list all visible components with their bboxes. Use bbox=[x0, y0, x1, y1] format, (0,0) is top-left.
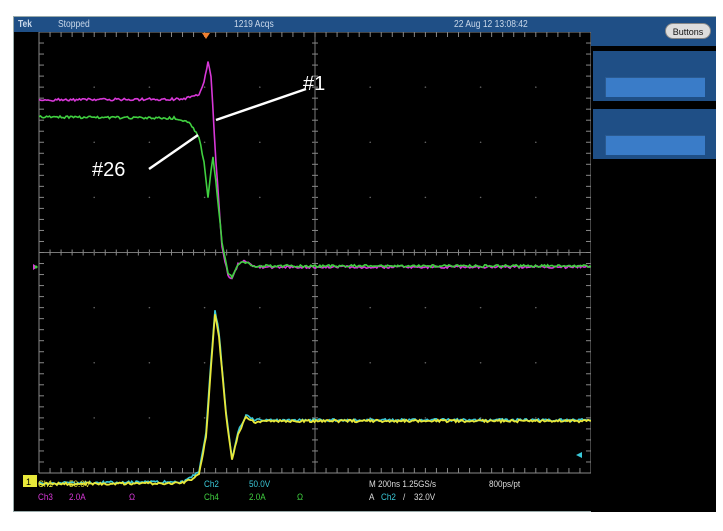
side-menu-slot-2[interactable] bbox=[593, 109, 716, 159]
graticule-dot bbox=[204, 417, 206, 419]
graticule-dot bbox=[259, 86, 261, 88]
oscilloscope-screen: Tek Stopped 1219 Acqs 22 Aug 12 13:08:42… bbox=[13, 16, 716, 512]
ch4-ground-marker[interactable] bbox=[35, 266, 38, 269]
annotation-label-2: #26 bbox=[92, 159, 125, 181]
date-time: 22 Aug 12 13:08:42 bbox=[454, 17, 528, 32]
graticule-dot bbox=[314, 252, 316, 254]
graticule-dot bbox=[204, 307, 206, 309]
graticule-dot bbox=[259, 141, 261, 143]
graticule-dot bbox=[480, 86, 482, 88]
graticule-dot bbox=[204, 141, 206, 143]
graticule-dot bbox=[93, 86, 95, 88]
graticule-dot bbox=[480, 252, 482, 254]
annotation-label-1: #1 bbox=[303, 73, 325, 95]
acquisition-status: Stopped bbox=[58, 17, 90, 32]
graticule-dot bbox=[480, 141, 482, 143]
graticule-dot bbox=[93, 197, 95, 199]
graticule-dot bbox=[93, 417, 95, 419]
horizontal-readout[interactable]: M 200ns 1.25GS/s bbox=[369, 479, 436, 489]
graticule-dot bbox=[314, 141, 316, 143]
graticule-dot bbox=[149, 417, 151, 419]
trigger-level[interactable]: 32.0V bbox=[414, 492, 435, 502]
ch2-name[interactable]: Ch2 bbox=[204, 479, 219, 489]
graticule-dot bbox=[480, 307, 482, 309]
trigger-source[interactable]: Ch2 bbox=[381, 492, 396, 502]
graticule-dot bbox=[425, 362, 427, 364]
graticule-dot bbox=[259, 197, 261, 199]
graticule-dot bbox=[314, 307, 316, 309]
graticule-dot bbox=[314, 197, 316, 199]
status-bar: Tek Stopped 1219 Acqs 22 Aug 12 13:08:42 bbox=[14, 17, 591, 32]
graticule-dot bbox=[535, 362, 537, 364]
ch4-scale[interactable]: 2.0A bbox=[249, 492, 266, 502]
graticule-dot bbox=[259, 252, 261, 254]
graticule-dot bbox=[93, 252, 95, 254]
graticule-dot bbox=[535, 197, 537, 199]
graticule bbox=[39, 32, 591, 473]
graticule-dot bbox=[535, 307, 537, 309]
side-menu-button-1[interactable] bbox=[605, 77, 705, 97]
graticule-dot bbox=[369, 141, 371, 143]
ch4-name[interactable]: Ch4 bbox=[204, 492, 219, 502]
graticule-dot bbox=[93, 307, 95, 309]
ch3-termination: Ω bbox=[129, 492, 135, 502]
graticule-dot bbox=[149, 197, 151, 199]
graticule-dot bbox=[369, 252, 371, 254]
graticule-dot bbox=[204, 362, 206, 364]
graticule-dot bbox=[369, 86, 371, 88]
graticule-dot bbox=[259, 362, 261, 364]
ch1-ground-marker-label: 1 bbox=[26, 477, 31, 487]
side-menu-slot-1[interactable] bbox=[593, 51, 716, 101]
graticule-dot bbox=[204, 197, 206, 199]
graticule-dot bbox=[149, 86, 151, 88]
graticule-dot bbox=[314, 362, 316, 364]
graticule-dot bbox=[149, 362, 151, 364]
side-menu-button-2[interactable] bbox=[605, 135, 705, 155]
graticule-dot bbox=[93, 362, 95, 364]
graticule-dot bbox=[425, 141, 427, 143]
trigger-slope[interactable]: / bbox=[403, 492, 405, 502]
ch2-trigger-level-marker[interactable] bbox=[576, 452, 582, 458]
graticule-dot bbox=[425, 307, 427, 309]
ch3-name[interactable]: Ch3 bbox=[38, 492, 53, 502]
record-readout[interactable]: 800ps/pt bbox=[489, 479, 520, 489]
waveform-display: 1 #1 #26 bbox=[14, 32, 591, 513]
graticule-dot bbox=[149, 252, 151, 254]
annotation-line-1 bbox=[216, 89, 306, 120]
graticule-dot bbox=[149, 307, 151, 309]
graticule-dot bbox=[425, 417, 427, 419]
graticule-dot bbox=[204, 252, 206, 254]
acquisition-count: 1219 Acqs bbox=[234, 17, 274, 32]
ch3-scale[interactable]: 2.0A bbox=[69, 492, 86, 502]
ch2-scale[interactable]: 50.0V bbox=[249, 479, 270, 489]
graticule-dot bbox=[535, 86, 537, 88]
trigger-position-marker[interactable] bbox=[202, 33, 210, 39]
annotation-line-2 bbox=[149, 135, 198, 169]
side-menu-header: Buttons bbox=[591, 17, 716, 46]
graticule-dot bbox=[425, 252, 427, 254]
graticule-dot bbox=[204, 86, 206, 88]
graticule-dot bbox=[369, 362, 371, 364]
brand-label: Tek bbox=[18, 17, 32, 32]
graticule-dot bbox=[369, 307, 371, 309]
ch4-termination: Ω bbox=[297, 492, 303, 502]
graticule-dot bbox=[259, 307, 261, 309]
graticule-dot bbox=[480, 197, 482, 199]
ch1-name[interactable]: Ch1 bbox=[38, 479, 53, 489]
graticule-dot bbox=[425, 86, 427, 88]
side-menu-panel: Buttons bbox=[591, 17, 716, 512]
graticule-dot bbox=[369, 197, 371, 199]
graticule-dot bbox=[480, 362, 482, 364]
graticule-dot bbox=[535, 141, 537, 143]
trigger-prefix[interactable]: A bbox=[369, 492, 374, 502]
graticule-dot bbox=[535, 417, 537, 419]
buttons-button[interactable]: Buttons bbox=[665, 23, 711, 39]
graticule-dot bbox=[149, 141, 151, 143]
ch1-scale[interactable]: 50.0V bbox=[69, 479, 90, 489]
graticule-dot bbox=[535, 252, 537, 254]
graticule-dot bbox=[93, 141, 95, 143]
graticule-dot bbox=[425, 197, 427, 199]
